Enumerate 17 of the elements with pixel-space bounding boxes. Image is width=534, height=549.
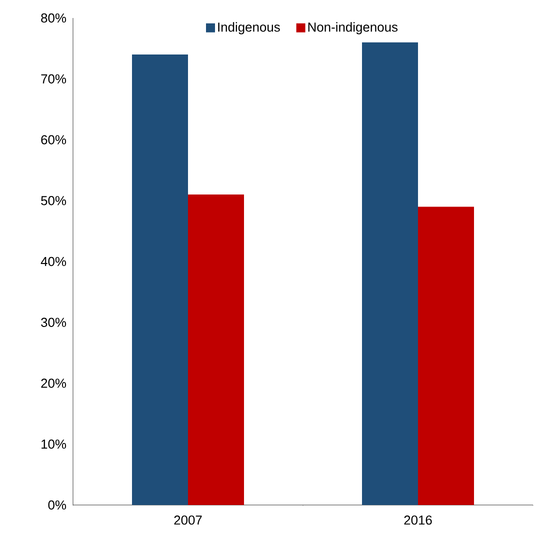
x-tick-label: 2016: [404, 516, 432, 525]
bar: [188, 194, 244, 505]
y-tick-label: 60%: [41, 135, 66, 144]
y-tick-label: 40%: [40, 256, 66, 266]
legend-label: Non-indigenous: [308, 22, 398, 34]
bar: [418, 206, 474, 505]
y-tick-label: 50%: [41, 196, 66, 206]
y-tick-label: 30%: [41, 318, 66, 327]
bar: [132, 54, 188, 505]
bar: [362, 42, 418, 505]
y-tick-label: 0%: [48, 500, 66, 510]
legend-label: Indigenous: [218, 22, 280, 34]
y-tick-label: 10%: [42, 440, 66, 449]
y-tick-label: 20%: [41, 378, 66, 388]
y-tick-label: 80%: [41, 13, 66, 23]
x-tick-label: 2007: [174, 516, 202, 525]
y-tick-label: 70%: [41, 74, 66, 84]
